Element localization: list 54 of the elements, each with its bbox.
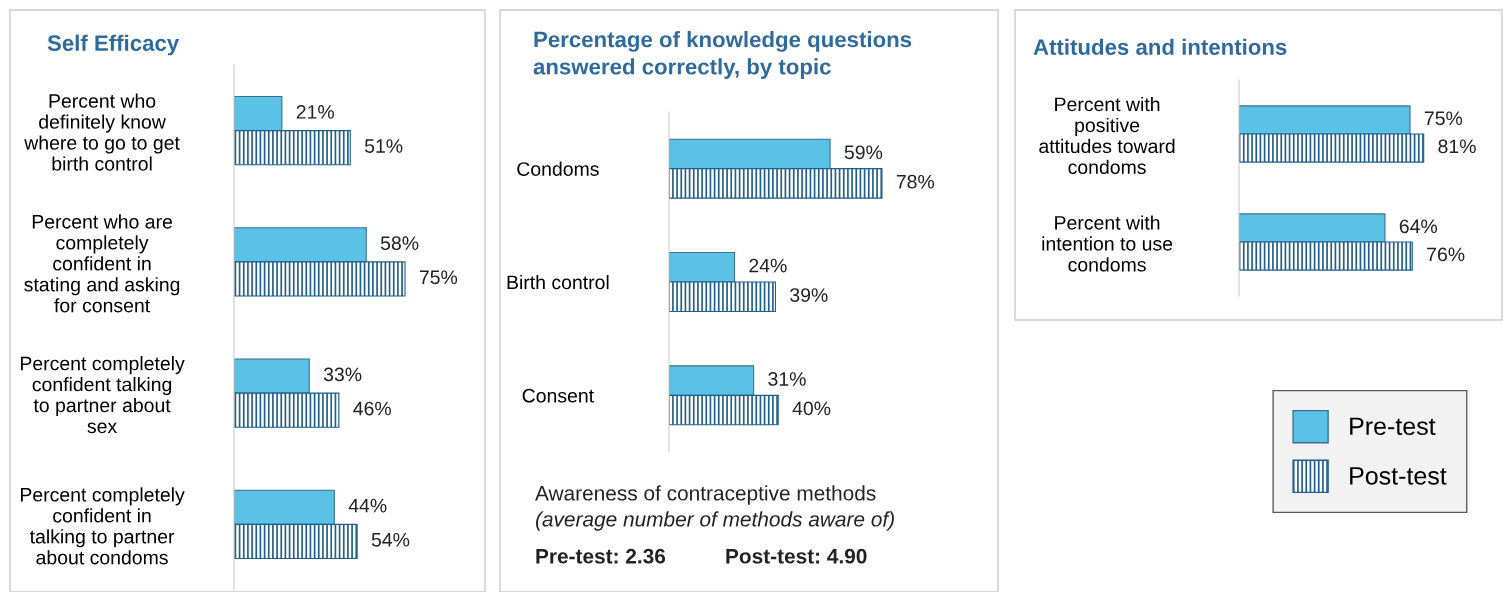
bar [1239, 241, 1413, 271]
data-label: 76% [1427, 247, 1465, 262]
data-label: 78% [896, 174, 935, 189]
bar [669, 394, 779, 426]
data-label: 46% [353, 401, 391, 416]
y-tick-label: Percent who are completely confident in stating and asking for consent [24, 214, 180, 313]
data-label: 33% [323, 367, 362, 382]
bar [669, 365, 755, 396]
data-label: 81% [1438, 139, 1476, 154]
data-label: 21% [296, 105, 334, 119]
data-label: 31% [768, 372, 806, 386]
bar [234, 130, 351, 166]
data-label: 39% [790, 288, 828, 302]
text: (average number of methods aware of) [535, 511, 894, 531]
text: Awareness of contraceptive methods [535, 485, 876, 505]
bar [669, 281, 777, 313]
y-tick-label: Percent with positive attitudes toward condoms [1039, 96, 1175, 175]
data-label: 75% [1424, 111, 1463, 126]
chart-title: Self Efficacy [47, 34, 180, 56]
text: Pre-test: 2.36 [536, 548, 666, 564]
chart-title: Attitudes and intentions [1033, 38, 1287, 55]
data-label: 75% [419, 270, 458, 285]
y-tick-label: Percent completely confident in talking to partner about condoms [20, 487, 185, 565]
text: Post-test: 4.90 [726, 548, 867, 564]
bar [1239, 105, 1411, 135]
bar [234, 392, 340, 428]
bar [669, 251, 736, 283]
data-label: 40% [792, 401, 831, 416]
bar [234, 358, 310, 394]
data-label: 44% [348, 498, 387, 513]
data-label: 51% [364, 139, 403, 153]
data-label: 64% [1399, 219, 1438, 234]
bar [1239, 213, 1386, 243]
y-tick-label: Consent [522, 388, 594, 403]
y-tick-label: Condoms [517, 161, 599, 176]
bar [234, 95, 283, 132]
bar [234, 227, 367, 263]
y-tick-label: Birth control [507, 274, 609, 290]
data-label: 24% [749, 258, 787, 273]
bar [234, 489, 335, 525]
bar [234, 261, 406, 297]
legend-label: Pre-test [1350, 417, 1436, 436]
bar [669, 138, 831, 170]
y-tick-label: Percent with intention to use condoms [1042, 215, 1173, 272]
bar [234, 523, 358, 560]
y-tick-label: Percent completely confident talking to partner about sex [20, 356, 185, 434]
bar [669, 168, 883, 199]
data-label: 59% [844, 145, 883, 160]
chart-title: Percentage of knowledge questions answered correctly, by topic [533, 31, 912, 79]
data-label: 54% [371, 532, 410, 547]
legend-label: Post-test [1350, 467, 1447, 485]
bar [1239, 133, 1425, 163]
data-label: 58% [380, 236, 419, 251]
y-tick-label: Percent who definitely know where to go to get birth control [24, 93, 180, 171]
